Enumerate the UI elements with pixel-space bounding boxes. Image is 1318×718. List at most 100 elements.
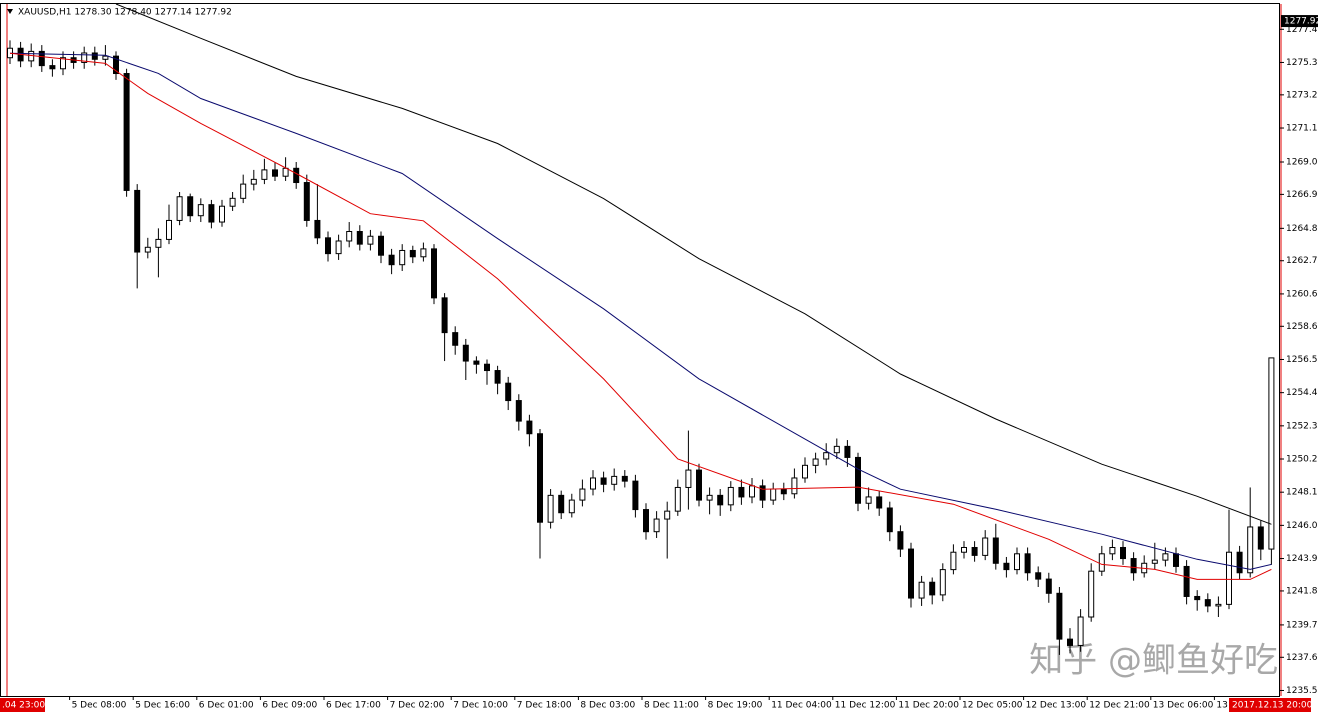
candle-body: [431, 248, 437, 299]
menu-triangle: [7, 9, 13, 14]
y-tick-label: 1254.40: [1286, 388, 1318, 398]
candle-body: [929, 581, 936, 596]
candle-body: [632, 480, 639, 511]
candle-body: [303, 182, 310, 221]
candle-body: [833, 445, 840, 454]
candle-body: [1120, 546, 1126, 560]
candle-body: [293, 167, 300, 184]
y-tick-label: 1237.65: [1286, 653, 1318, 663]
candle-body: [1077, 616, 1084, 646]
candle-body: [399, 249, 406, 266]
candle-body: [1173, 553, 1179, 567]
x-tick-label: 6 Dec 17:00: [326, 701, 381, 711]
candle-body: [378, 235, 384, 256]
candle-body: [1098, 553, 1105, 572]
candle-body: [325, 237, 331, 255]
y-tick-label: 1262.75: [1286, 256, 1318, 266]
candle-body: [738, 486, 745, 498]
x-tick-label: 7 Dec 02:00: [390, 701, 445, 711]
candle-body: [918, 581, 925, 599]
candle-body: [187, 196, 194, 217]
y-tick-label: 1239.70: [1286, 620, 1318, 630]
y-tick-label: 1252.30: [1286, 421, 1318, 431]
y-tick-label: 1246.00: [1286, 521, 1318, 531]
candle-body: [950, 551, 957, 571]
moving-average: [9, 52, 1272, 580]
candle-body: [1014, 553, 1020, 571]
candle-body: [600, 477, 607, 485]
x-tick-label: 12 Dec 05:00: [962, 701, 1023, 711]
candle-body: [558, 494, 565, 514]
candle-body: [1257, 526, 1264, 550]
candle-body: [441, 297, 448, 334]
candle-body: [685, 469, 692, 488]
candle-body: [272, 169, 278, 177]
candle-body: [1204, 599, 1211, 607]
candle-body: [144, 246, 151, 253]
x-tick-label: 7 Dec 10:00: [453, 701, 508, 711]
y-tick-label: 1266.95: [1286, 190, 1318, 200]
candle-body: [982, 537, 989, 556]
candle-body: [621, 475, 628, 482]
candle-body: [81, 52, 88, 63]
candle-body: [462, 344, 469, 362]
candle-body: [590, 477, 596, 490]
candle-body: [1067, 638, 1073, 646]
candle-body: [611, 475, 618, 485]
y-tick-label: 1243.90: [1286, 554, 1318, 564]
candle-body: [1226, 551, 1232, 605]
x-tick-label: 5 Dec 16:00: [135, 701, 190, 711]
x-tick-label: 12 Dec 13:00: [1026, 701, 1087, 711]
candle-body: [229, 197, 236, 207]
candle-body: [282, 167, 289, 177]
candle-body: [1056, 592, 1063, 640]
candle-body: [992, 537, 999, 564]
moving-average: [9, 52, 1272, 570]
y-tick-label: 1264.80: [1286, 224, 1318, 234]
candle-body: [526, 420, 533, 435]
plot-frame: [0, 3, 1280, 697]
x-tick-label: 6 Dec 09:00: [262, 701, 317, 711]
x-tick-label: 8 Dec 11:00: [644, 701, 699, 711]
candle-body: [770, 488, 777, 501]
candle-body: [537, 433, 543, 523]
candle-body: [494, 370, 501, 384]
candle-body: [113, 55, 119, 75]
candle-body: [664, 510, 671, 520]
candle-body: [409, 249, 416, 258]
candle-body: [706, 494, 713, 501]
candle-body: [134, 189, 141, 253]
candle-body: [314, 219, 321, 239]
candle-body: [749, 485, 755, 498]
candle-body: [250, 178, 257, 185]
candle-body: [844, 445, 851, 458]
candle-body: [865, 496, 872, 504]
x-tick-label: 8 Dec 19:00: [708, 701, 763, 711]
y-tick-label: 1250.20: [1286, 455, 1318, 465]
y-tick-label: 1258.60: [1286, 322, 1318, 332]
price-label: 1277.92: [1284, 17, 1318, 27]
y-tick-label: 1271.15: [1286, 124, 1318, 134]
candle-body: [473, 360, 480, 365]
candle-body: [208, 204, 215, 223]
candle-body: [643, 509, 649, 533]
cursor-time-label: 2017.12.13 20:00: [1232, 701, 1313, 711]
candle-body: [1151, 559, 1158, 564]
candle-body: [1003, 562, 1010, 571]
candle-body: [219, 205, 225, 223]
candle-body: [1162, 553, 1169, 561]
candle-body: [1215, 603, 1222, 607]
x-tick-label: 5 Dec 08:00: [72, 701, 127, 711]
x-tick-label: 11 Dec 20:00: [898, 701, 959, 711]
candle-body: [696, 469, 702, 501]
candle-body: [49, 65, 56, 70]
x-tick-label: 11 Dec 04:00: [771, 701, 832, 711]
candle-body: [802, 464, 808, 479]
candle-body: [1130, 558, 1137, 574]
price-label-box: [1281, 15, 1318, 28]
candle-body: [1247, 526, 1254, 574]
candle-body: [759, 485, 766, 501]
candle-body: [1045, 578, 1052, 594]
candle-body: [579, 488, 586, 501]
